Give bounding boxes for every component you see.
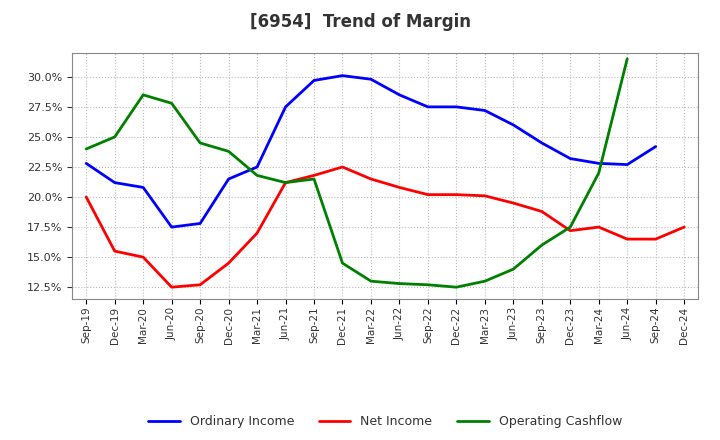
Operating Cashflow [82, 147, 91, 152]
Net Income [82, 194, 91, 200]
Net Income [480, 193, 489, 198]
Ordinary Income [139, 185, 148, 190]
Ordinary Income [82, 161, 91, 166]
Ordinary Income [282, 104, 290, 110]
Net Income [680, 224, 688, 230]
Net Income [509, 200, 518, 205]
Operating Cashflow [338, 260, 347, 266]
Ordinary Income [480, 108, 489, 113]
Ordinary Income [338, 73, 347, 78]
Operating Cashflow [395, 281, 404, 286]
Net Income [253, 231, 261, 236]
Operating Cashflow [253, 173, 261, 178]
Net Income [595, 224, 603, 230]
Legend: Ordinary Income, Net Income, Operating Cashflow: Ordinary Income, Net Income, Operating C… [142, 409, 628, 434]
Net Income [310, 173, 318, 178]
Net Income [452, 192, 461, 197]
Ordinary Income [225, 176, 233, 182]
Operating Cashflow [310, 176, 318, 182]
Operating Cashflow [139, 92, 148, 98]
Net Income [652, 236, 660, 242]
Line: Operating Cashflow: Operating Cashflow [86, 59, 627, 287]
Ordinary Income [509, 122, 518, 128]
Ordinary Income [423, 104, 432, 110]
Ordinary Income [366, 77, 375, 82]
Operating Cashflow [480, 279, 489, 284]
Net Income [196, 282, 204, 287]
Operating Cashflow [282, 180, 290, 185]
Operating Cashflow [452, 285, 461, 290]
Net Income [395, 185, 404, 190]
Ordinary Income [253, 165, 261, 170]
Operating Cashflow [167, 101, 176, 106]
Net Income [110, 249, 119, 254]
Ordinary Income [566, 156, 575, 161]
Net Income [282, 180, 290, 185]
Ordinary Income [167, 224, 176, 230]
Ordinary Income [595, 161, 603, 166]
Line: Ordinary Income: Ordinary Income [86, 76, 656, 227]
Ordinary Income [537, 140, 546, 146]
Operating Cashflow [537, 242, 546, 248]
Net Income [366, 176, 375, 182]
Ordinary Income [310, 78, 318, 83]
Operating Cashflow [423, 282, 432, 287]
Ordinary Income [395, 92, 404, 98]
Operating Cashflow [196, 140, 204, 146]
Line: Net Income: Net Income [86, 167, 684, 287]
Net Income [566, 228, 575, 233]
Operating Cashflow [509, 267, 518, 272]
Ordinary Income [452, 104, 461, 110]
Net Income [225, 260, 233, 266]
Text: [6954]  Trend of Margin: [6954] Trend of Margin [250, 13, 470, 31]
Operating Cashflow [566, 224, 575, 230]
Net Income [537, 209, 546, 214]
Ordinary Income [110, 180, 119, 185]
Net Income [139, 254, 148, 260]
Ordinary Income [623, 162, 631, 167]
Operating Cashflow [595, 170, 603, 176]
Operating Cashflow [366, 279, 375, 284]
Operating Cashflow [110, 134, 119, 139]
Net Income [167, 285, 176, 290]
Net Income [423, 192, 432, 197]
Operating Cashflow [623, 56, 631, 62]
Net Income [338, 165, 347, 170]
Net Income [623, 236, 631, 242]
Ordinary Income [652, 144, 660, 149]
Operating Cashflow [225, 149, 233, 154]
Ordinary Income [196, 221, 204, 226]
